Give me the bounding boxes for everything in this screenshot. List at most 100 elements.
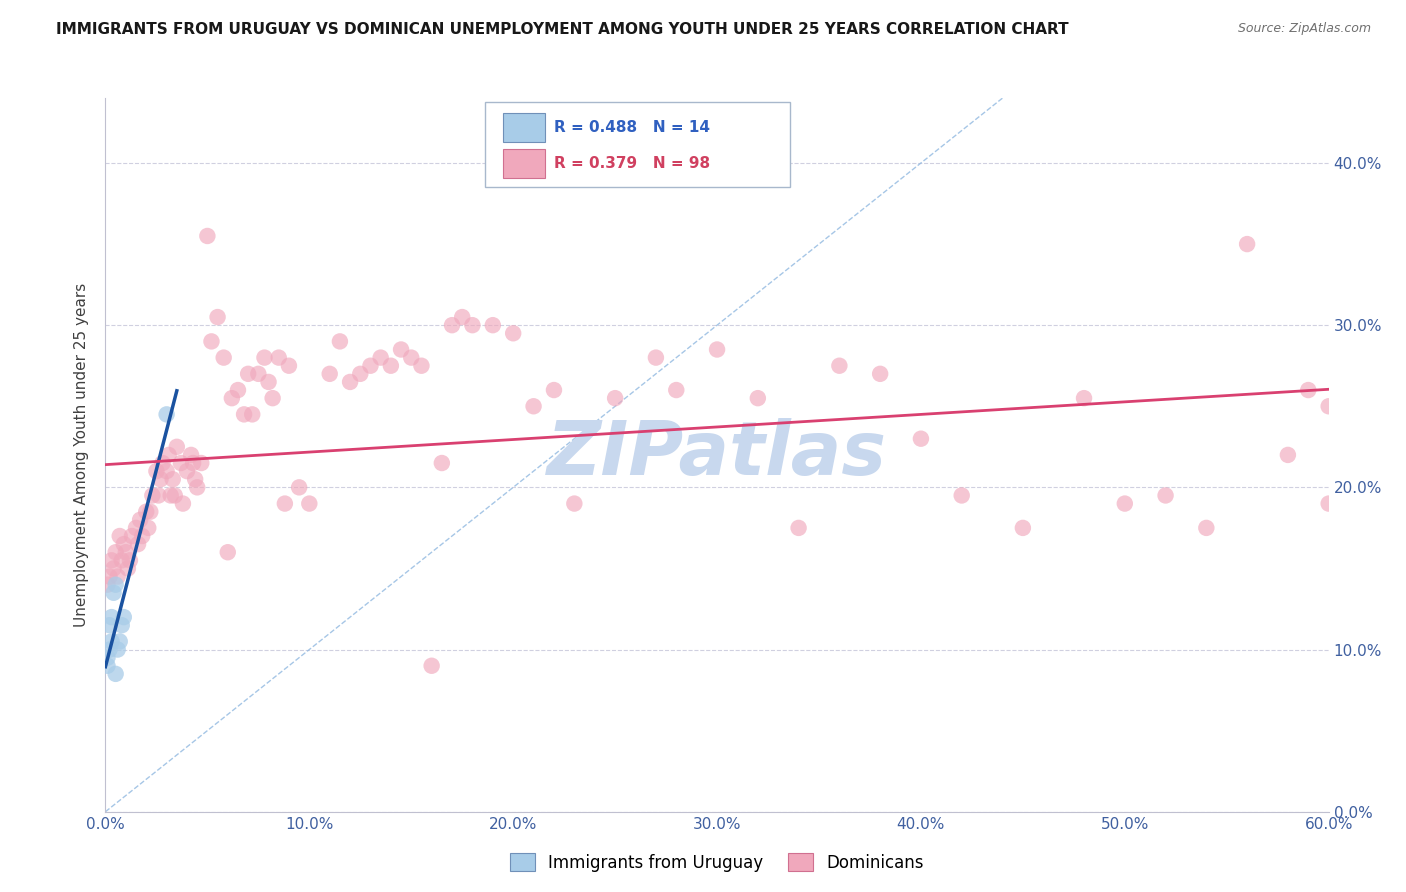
Point [166, 440, 188, 454]
Point [747, 391, 769, 405]
Point [141, 488, 163, 502]
Point [562, 497, 586, 511]
Point [176, 464, 198, 478]
Point [1195, 521, 1218, 535]
Point [217, 545, 239, 559]
Point [117, 561, 139, 575]
Point [112, 610, 135, 624]
Point [98, 642, 121, 657]
Point [318, 367, 342, 381]
Point [1073, 391, 1095, 405]
Point [103, 561, 125, 575]
Point [950, 488, 973, 502]
Point [181, 456, 204, 470]
Point [96, 577, 118, 591]
Point [157, 448, 180, 462]
Point [152, 456, 174, 470]
Point [136, 521, 159, 535]
Point [370, 351, 392, 365]
Point [226, 383, 249, 397]
Point [787, 521, 810, 535]
Point [190, 456, 212, 470]
Point [163, 488, 186, 502]
Point [665, 383, 688, 397]
Point [172, 497, 194, 511]
Point [139, 505, 162, 519]
Point [207, 310, 229, 324]
Point [420, 658, 443, 673]
Point [451, 310, 474, 324]
Point [233, 408, 256, 422]
Point [103, 586, 125, 600]
Point [1012, 521, 1035, 535]
Text: ZIPatlas: ZIPatlas [547, 418, 887, 491]
Point [111, 618, 134, 632]
Point [115, 545, 138, 559]
Point [159, 488, 181, 502]
Point [247, 367, 270, 381]
Point [104, 545, 127, 559]
Point [184, 472, 207, 486]
Point [380, 359, 402, 373]
Legend: Immigrants from Uruguay, Dominicans: Immigrants from Uruguay, Dominicans [503, 847, 931, 879]
Point [145, 464, 167, 478]
Point [149, 472, 172, 486]
Point [1317, 399, 1340, 413]
FancyBboxPatch shape [503, 149, 544, 178]
Point [129, 513, 152, 527]
Point [104, 577, 127, 591]
Point [104, 666, 127, 681]
Point [186, 480, 208, 494]
Point [267, 351, 290, 365]
Point [441, 318, 464, 333]
Point [502, 326, 524, 341]
Point [257, 375, 280, 389]
Point [605, 391, 627, 405]
Point [869, 367, 891, 381]
Point [100, 610, 122, 624]
Point [108, 634, 131, 648]
Text: IMMIGRANTS FROM URUGUAY VS DOMINICAN UNEMPLOYMENT AMONG YOUTH UNDER 25 YEARS COR: IMMIGRANTS FROM URUGUAY VS DOMINICAN UNE… [56, 22, 1069, 37]
Point [96, 658, 118, 673]
Point [131, 529, 153, 543]
Point [170, 456, 193, 470]
Point [162, 472, 184, 486]
Point [461, 318, 484, 333]
Point [111, 553, 134, 567]
Y-axis label: Unemployment Among Youth under 25 years: Unemployment Among Youth under 25 years [75, 283, 90, 627]
Point [706, 343, 728, 357]
Point [240, 408, 263, 422]
Point [339, 375, 361, 389]
Point [288, 480, 311, 494]
Point [180, 448, 202, 462]
Point [125, 521, 148, 535]
Point [1277, 448, 1299, 462]
Point [430, 456, 453, 470]
Point [112, 537, 135, 551]
Text: R = 0.488   N = 14: R = 0.488 N = 14 [554, 120, 710, 135]
Point [121, 529, 143, 543]
Point [401, 351, 423, 365]
Point [221, 391, 243, 405]
Point [1296, 383, 1319, 397]
Point [543, 383, 565, 397]
Point [481, 318, 505, 333]
Point [100, 634, 122, 648]
Point [156, 408, 179, 422]
Point [411, 359, 433, 373]
Point [236, 367, 260, 381]
Point [253, 351, 276, 365]
Point [274, 497, 297, 511]
Point [360, 359, 382, 373]
Text: R = 0.379   N = 98: R = 0.379 N = 98 [554, 156, 710, 171]
Point [298, 497, 321, 511]
FancyBboxPatch shape [503, 113, 544, 142]
Point [100, 553, 122, 567]
Point [1236, 237, 1258, 252]
Point [212, 351, 235, 365]
Point [107, 642, 129, 657]
Point [96, 650, 118, 665]
Point [389, 343, 412, 357]
Point [135, 505, 157, 519]
Point [1114, 497, 1136, 511]
